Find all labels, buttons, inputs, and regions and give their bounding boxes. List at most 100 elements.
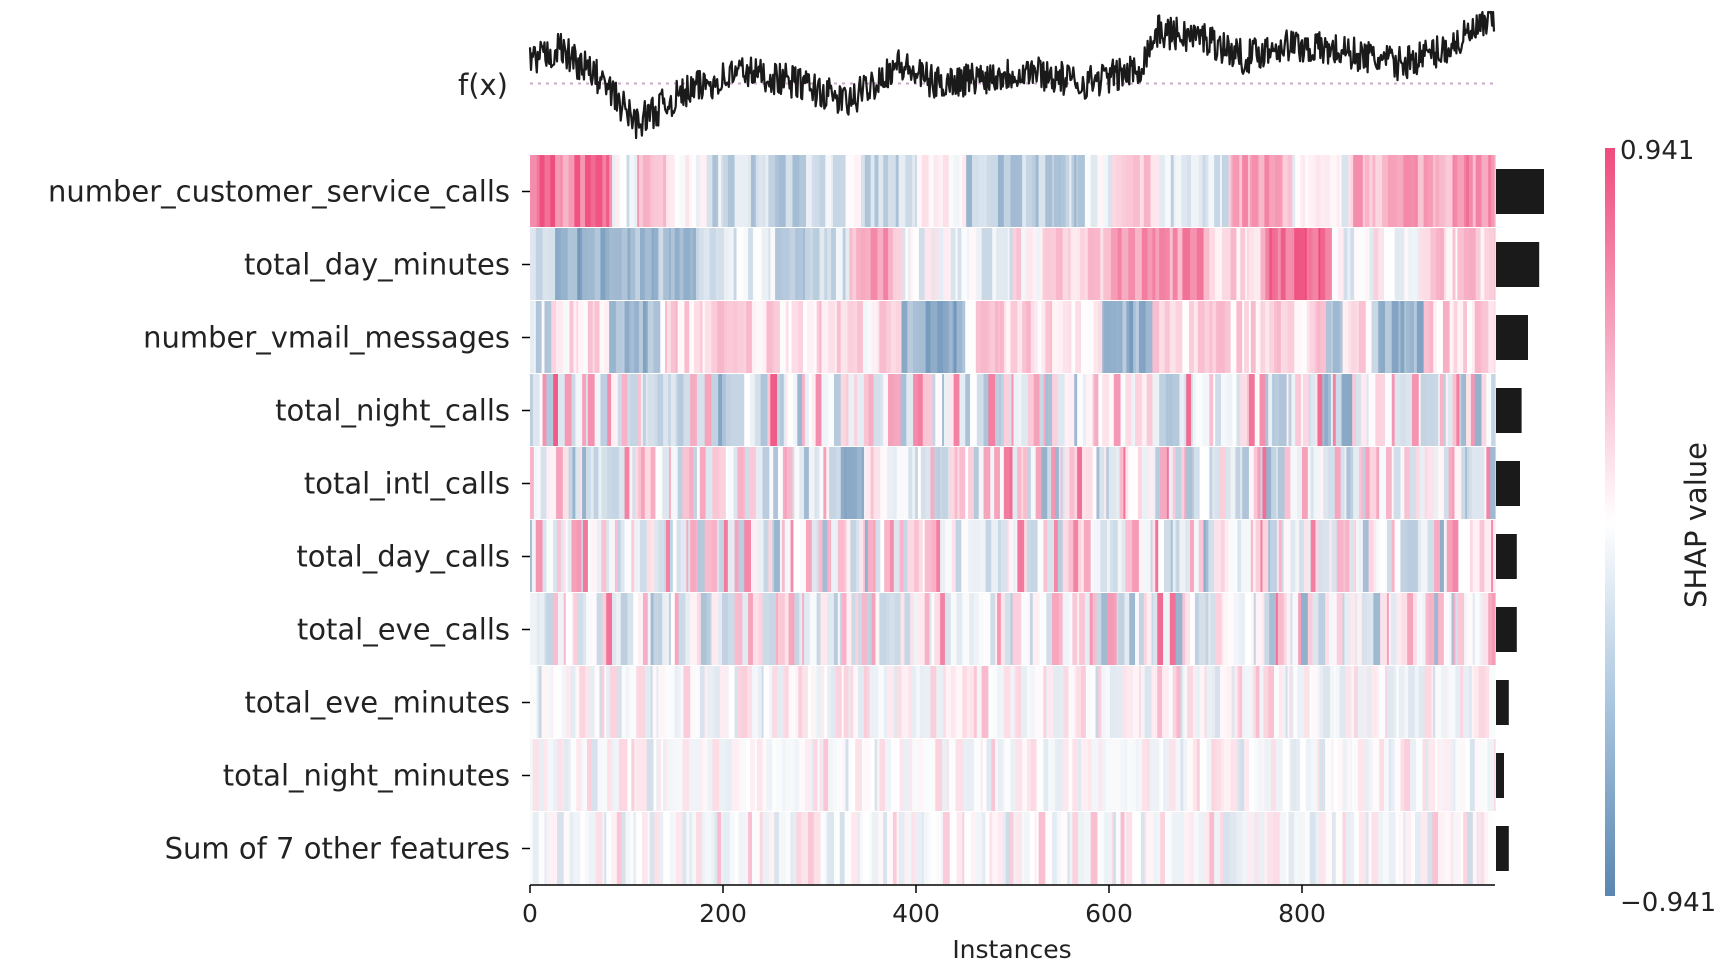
heatmap-cell	[706, 593, 711, 665]
heatmap-cell	[1400, 374, 1407, 446]
heatmap-cell	[551, 666, 554, 738]
heatmap-cell	[669, 520, 674, 592]
heatmap-cell	[541, 666, 548, 738]
heatmap-cell	[1457, 593, 1465, 665]
heatmap-cell	[635, 228, 641, 300]
heatmap-cell	[1364, 228, 1371, 300]
heatmap-cell	[1333, 739, 1339, 811]
heatmap-cell	[1058, 155, 1062, 227]
heatmap-cell	[556, 666, 563, 738]
heatmap-cell	[1236, 228, 1241, 300]
heatmap-cell	[551, 301, 557, 373]
heatmap-cell	[910, 228, 914, 300]
heatmap-cell	[1446, 520, 1454, 592]
heatmap-cell	[827, 666, 832, 738]
heatmap-cell	[912, 447, 916, 519]
heatmap-cell	[956, 301, 963, 373]
heatmap-cell	[720, 666, 728, 738]
heatmap-cell	[1170, 155, 1175, 227]
heatmap-cell	[844, 812, 850, 884]
heatmap-cell	[833, 812, 841, 884]
heatmap-cell	[747, 666, 753, 738]
heatmap-cell	[645, 374, 649, 446]
heatmap-cell	[1045, 155, 1053, 227]
heatmap-cell	[1329, 155, 1338, 227]
heatmap-cell	[1179, 520, 1186, 592]
heatmap-cell	[1029, 812, 1036, 884]
heatmap-cell	[1454, 447, 1462, 519]
heatmap-cell	[1305, 739, 1312, 811]
heatmap-cell	[1458, 520, 1466, 592]
heatmap-cell	[820, 593, 828, 665]
heatmap-cell	[1478, 812, 1482, 884]
heatmap-cell	[951, 520, 957, 592]
heatmap-cell	[567, 739, 572, 811]
heatmap-cell	[1427, 812, 1433, 884]
heatmap-cell	[1492, 593, 1496, 665]
heatmap-cell	[684, 301, 690, 373]
heatmap-cell	[934, 447, 938, 519]
heatmap-cell	[577, 228, 581, 300]
heatmap-cell	[1339, 155, 1343, 227]
heatmap-cell	[1164, 812, 1173, 884]
heatmap-cell	[1157, 666, 1163, 738]
heatmap-cell	[969, 228, 977, 300]
heatmap-cell	[1379, 739, 1385, 811]
heatmap-cell	[574, 593, 578, 665]
heatmap-cell	[1228, 520, 1237, 592]
heatmap-cell	[627, 593, 634, 665]
heatmap-cell	[743, 228, 749, 300]
heatmap-cell	[949, 301, 953, 373]
heatmap-cell	[1479, 593, 1484, 665]
heatmap-cell	[752, 593, 760, 665]
heatmap-cell	[709, 228, 717, 300]
heatmap-cell	[1484, 447, 1487, 519]
heatmap-cell	[835, 228, 844, 300]
heatmap-cell	[1423, 155, 1429, 227]
heatmap-cell	[837, 593, 841, 665]
heatmap-cell	[1172, 666, 1178, 738]
heatmap-cell	[744, 812, 749, 884]
heatmap-cell	[1094, 520, 1101, 592]
heatmap-cell	[626, 155, 630, 227]
heatmap-cell	[743, 301, 747, 373]
heatmap-cell	[665, 593, 670, 665]
heatmap-cell	[686, 520, 689, 592]
heatmap-cell	[955, 520, 962, 592]
heatmap-cell	[1115, 447, 1121, 519]
heatmap-cell	[833, 593, 839, 665]
heatmap-cell	[680, 520, 687, 592]
feature-label: total_day_calls	[296, 540, 510, 574]
heatmap-cell	[734, 593, 740, 665]
heatmap-cell	[1323, 447, 1329, 519]
heatmap-cell	[857, 374, 865, 446]
heatmap-cell	[1244, 301, 1250, 373]
heatmap-cell	[766, 739, 773, 811]
heatmap-cell	[1332, 374, 1337, 446]
heatmap-row	[530, 447, 1496, 519]
heatmap-cell	[769, 666, 773, 738]
heatmap-cell	[1260, 228, 1266, 300]
heatmap-cell	[1274, 228, 1279, 300]
heatmap-cell	[1126, 155, 1134, 227]
heatmap-cell	[671, 666, 676, 738]
heatmap-cell	[1118, 301, 1124, 373]
heatmap-cell	[1190, 228, 1198, 300]
heatmap-cell	[1422, 739, 1427, 811]
heatmap-cell	[999, 155, 1003, 227]
heatmap-cell	[896, 739, 901, 811]
heatmap-cell	[637, 155, 640, 227]
heatmap-cell	[890, 739, 898, 811]
heatmap-cell	[1148, 447, 1154, 519]
heatmap-cell	[1308, 155, 1315, 227]
heatmap-cell	[878, 812, 884, 884]
heatmap-cell	[998, 739, 1004, 811]
heatmap-cell	[1168, 666, 1174, 738]
heatmap-cell	[1280, 155, 1284, 227]
heatmap-cell	[1093, 228, 1101, 300]
heatmap-cell	[769, 447, 774, 519]
heatmap-cell	[1269, 155, 1276, 227]
heatmap-row	[530, 593, 1496, 665]
heatmap-cell	[905, 447, 909, 519]
heatmap-cell	[1384, 739, 1390, 811]
